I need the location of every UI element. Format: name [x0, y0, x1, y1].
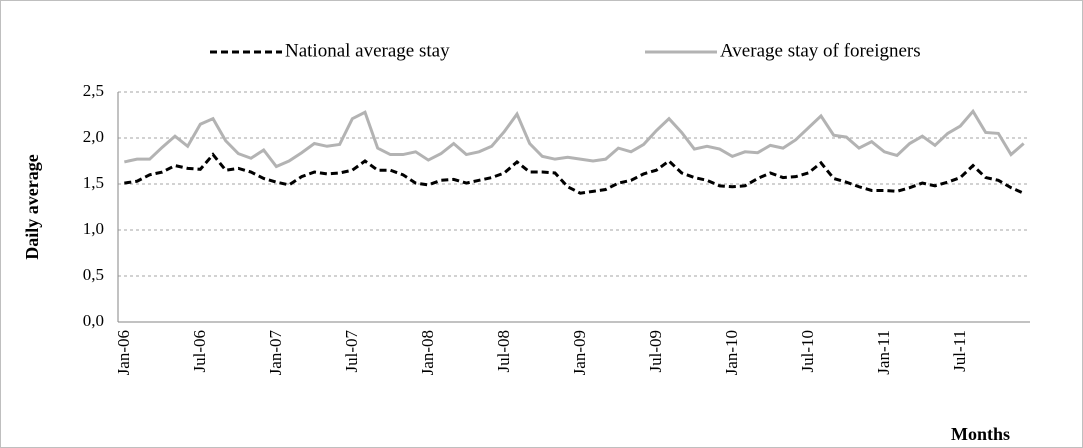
- x-tick-label: Jan-11: [874, 330, 893, 375]
- x-tick-label: Jul-08: [494, 330, 513, 373]
- legend-label: National average stay: [285, 40, 450, 61]
- x-tick-label: Jul-10: [798, 330, 817, 373]
- x-tick-label: Jan-07: [266, 330, 285, 376]
- x-tick-label: Jul-11: [950, 330, 969, 372]
- y-tick-label: 0,5: [83, 265, 104, 284]
- legend-label: Average stay of foreigners: [720, 40, 921, 61]
- y-tick-label: 2,0: [83, 127, 104, 146]
- series-line: [124, 152, 1025, 195]
- series-line: [124, 108, 1025, 169]
- x-tick-label: Jan-06: [114, 330, 133, 375]
- x-tick-label: Jul-09: [646, 330, 665, 373]
- y-tick-label: 1,0: [83, 219, 104, 238]
- y-axis-title: Daily average: [22, 154, 42, 259]
- x-tick-label: Jan-10: [722, 330, 741, 375]
- y-tick-label: 0,0: [83, 311, 104, 330]
- x-tick-label: Jan-09: [570, 330, 589, 375]
- x-tick-label: Jul-06: [190, 330, 209, 373]
- x-axis-title: Months: [951, 424, 1010, 444]
- y-tick-label: 2,5: [83, 81, 104, 100]
- y-tick-label: 1,5: [83, 173, 104, 192]
- x-tick-label: Jul-07: [342, 330, 361, 373]
- x-tick-label: Jan-08: [418, 330, 437, 375]
